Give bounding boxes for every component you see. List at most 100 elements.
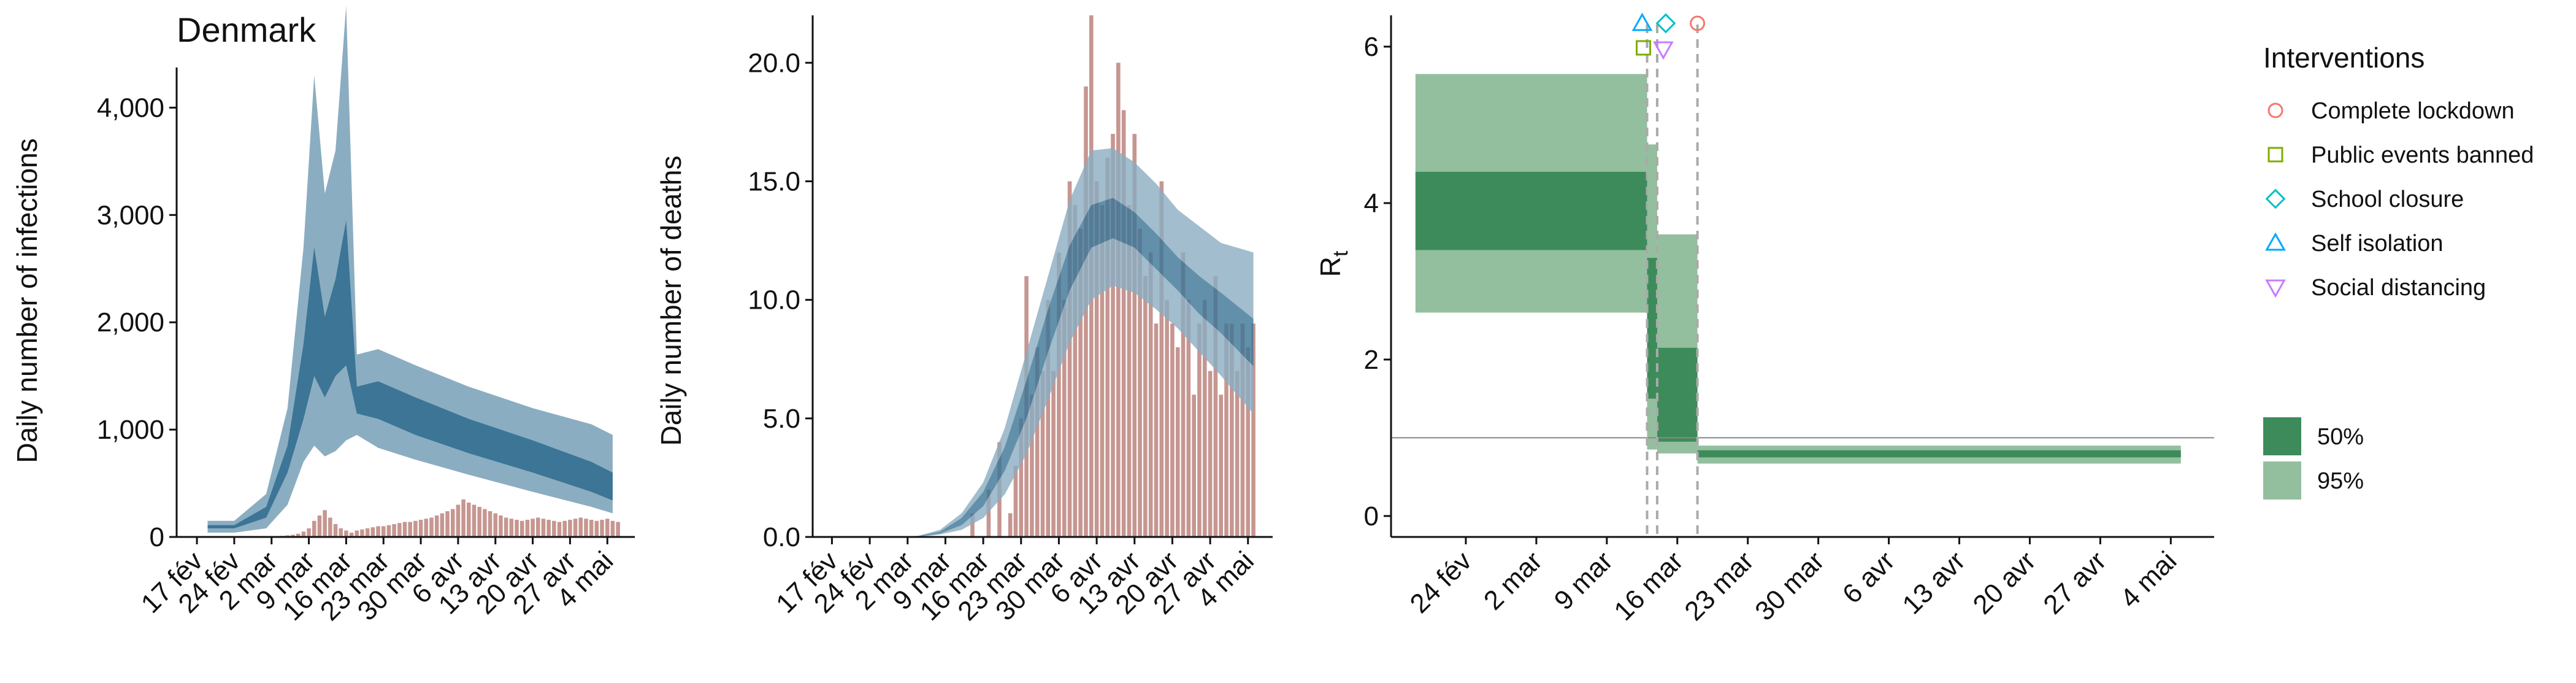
bar <box>402 522 407 537</box>
bar <box>1143 276 1148 537</box>
bar <box>461 499 466 537</box>
bar <box>434 515 439 537</box>
bar <box>1202 299 1207 537</box>
bar <box>1165 299 1169 537</box>
bar <box>477 507 481 537</box>
rt-legend-swatch <box>2263 461 2301 500</box>
bar <box>531 519 535 537</box>
bar <box>1046 299 1051 537</box>
bar <box>1094 181 1099 537</box>
y-tick-label: 0 <box>150 522 164 552</box>
bar <box>339 528 343 537</box>
bar <box>472 504 477 537</box>
bar <box>1008 513 1013 537</box>
bar <box>546 520 551 537</box>
bar <box>584 519 588 537</box>
bar <box>504 517 508 537</box>
bar <box>578 517 583 537</box>
rt-y-axis-label-main: R <box>1314 257 1346 277</box>
bar <box>515 520 519 537</box>
bar <box>376 526 380 537</box>
bar <box>1251 323 1255 537</box>
bar <box>562 520 567 537</box>
bar <box>1148 252 1153 537</box>
bar <box>323 510 327 537</box>
x-tick-label: 24 fév <box>1405 546 1478 619</box>
legend-square-icon <box>2267 147 2283 163</box>
y-tick-label: 20.0 <box>748 48 800 78</box>
bar <box>499 515 503 537</box>
bar <box>381 526 386 537</box>
bar <box>296 533 301 537</box>
intervention-marker-square <box>1635 40 1651 56</box>
y-tick-label: 2 <box>1364 345 1379 375</box>
bar <box>370 527 375 537</box>
bar <box>1078 228 1083 537</box>
y-tick-label: 4,000 <box>97 93 164 123</box>
bar <box>1040 371 1045 537</box>
bar <box>386 525 391 537</box>
bar <box>291 534 295 537</box>
bar <box>573 519 578 537</box>
bar <box>307 528 311 537</box>
legend-item-label: Self isolation <box>2311 231 2443 257</box>
infections-ribbons <box>207 6 613 533</box>
legend-circle-icon <box>2267 102 2283 118</box>
y-tick-label: 10.0 <box>748 285 800 315</box>
x-tick-label: 4 mai <box>2115 546 2183 614</box>
intervention-marker-diamond <box>1655 13 1676 34</box>
bar <box>1208 371 1213 537</box>
bar <box>568 520 572 537</box>
legend-item-label: School closure <box>2311 187 2464 212</box>
bar <box>408 522 412 537</box>
bar <box>519 520 524 537</box>
y-tick-label: 5.0 <box>763 404 800 434</box>
infections-panel: Denmark Daily number of infections 0 1,00… <box>11 6 635 627</box>
rt-y-axis-label-subscript: t <box>1329 250 1352 257</box>
y-tick-label: 0.0 <box>763 522 800 552</box>
bar <box>1240 323 1245 537</box>
bar <box>317 515 322 537</box>
legend-item-label: Complete lockdown <box>2311 98 2515 124</box>
rt-legend-swatch <box>2263 417 2301 455</box>
bar <box>333 524 338 537</box>
bar <box>1192 395 1196 537</box>
rt-ci50-step <box>1415 171 1647 250</box>
bar <box>1105 157 1110 537</box>
bar <box>1127 205 1132 537</box>
bar <box>610 520 615 537</box>
rt-y-axis-label: Rt <box>1314 250 1352 277</box>
bar <box>594 520 599 537</box>
rt-legend-label: 50% <box>2317 424 2364 450</box>
bar <box>557 522 562 537</box>
x-tick-label: 20 avr <box>1967 546 2041 620</box>
bar <box>552 520 556 537</box>
rt-legend-label: 95% <box>2317 468 2364 494</box>
bar <box>509 519 514 537</box>
bar <box>1246 347 1251 537</box>
bar <box>1057 252 1061 537</box>
bar <box>450 509 455 537</box>
ci95-band <box>207 6 613 533</box>
bar <box>344 530 348 537</box>
bar <box>1062 299 1067 537</box>
bar <box>397 523 402 537</box>
bar <box>456 504 461 537</box>
rt-reference-lines <box>1391 25 2214 537</box>
bar <box>360 529 364 537</box>
bar <box>970 513 975 537</box>
interventions-legend-items: Complete lockdown Public events banned Sch… <box>2265 98 2534 301</box>
infections-bars <box>248 499 620 537</box>
bar <box>1019 418 1024 537</box>
bar <box>1013 466 1018 537</box>
bar <box>493 513 497 537</box>
bar <box>312 520 316 537</box>
legend-triangle-up-icon <box>2265 232 2286 251</box>
legend-diamond-icon <box>2265 188 2286 209</box>
x-tick-label: 13 avr <box>1896 546 1971 620</box>
x-tick-label: 27 avr <box>2037 546 2112 620</box>
bar <box>445 511 450 537</box>
bar <box>1100 205 1105 537</box>
bar <box>355 530 359 537</box>
